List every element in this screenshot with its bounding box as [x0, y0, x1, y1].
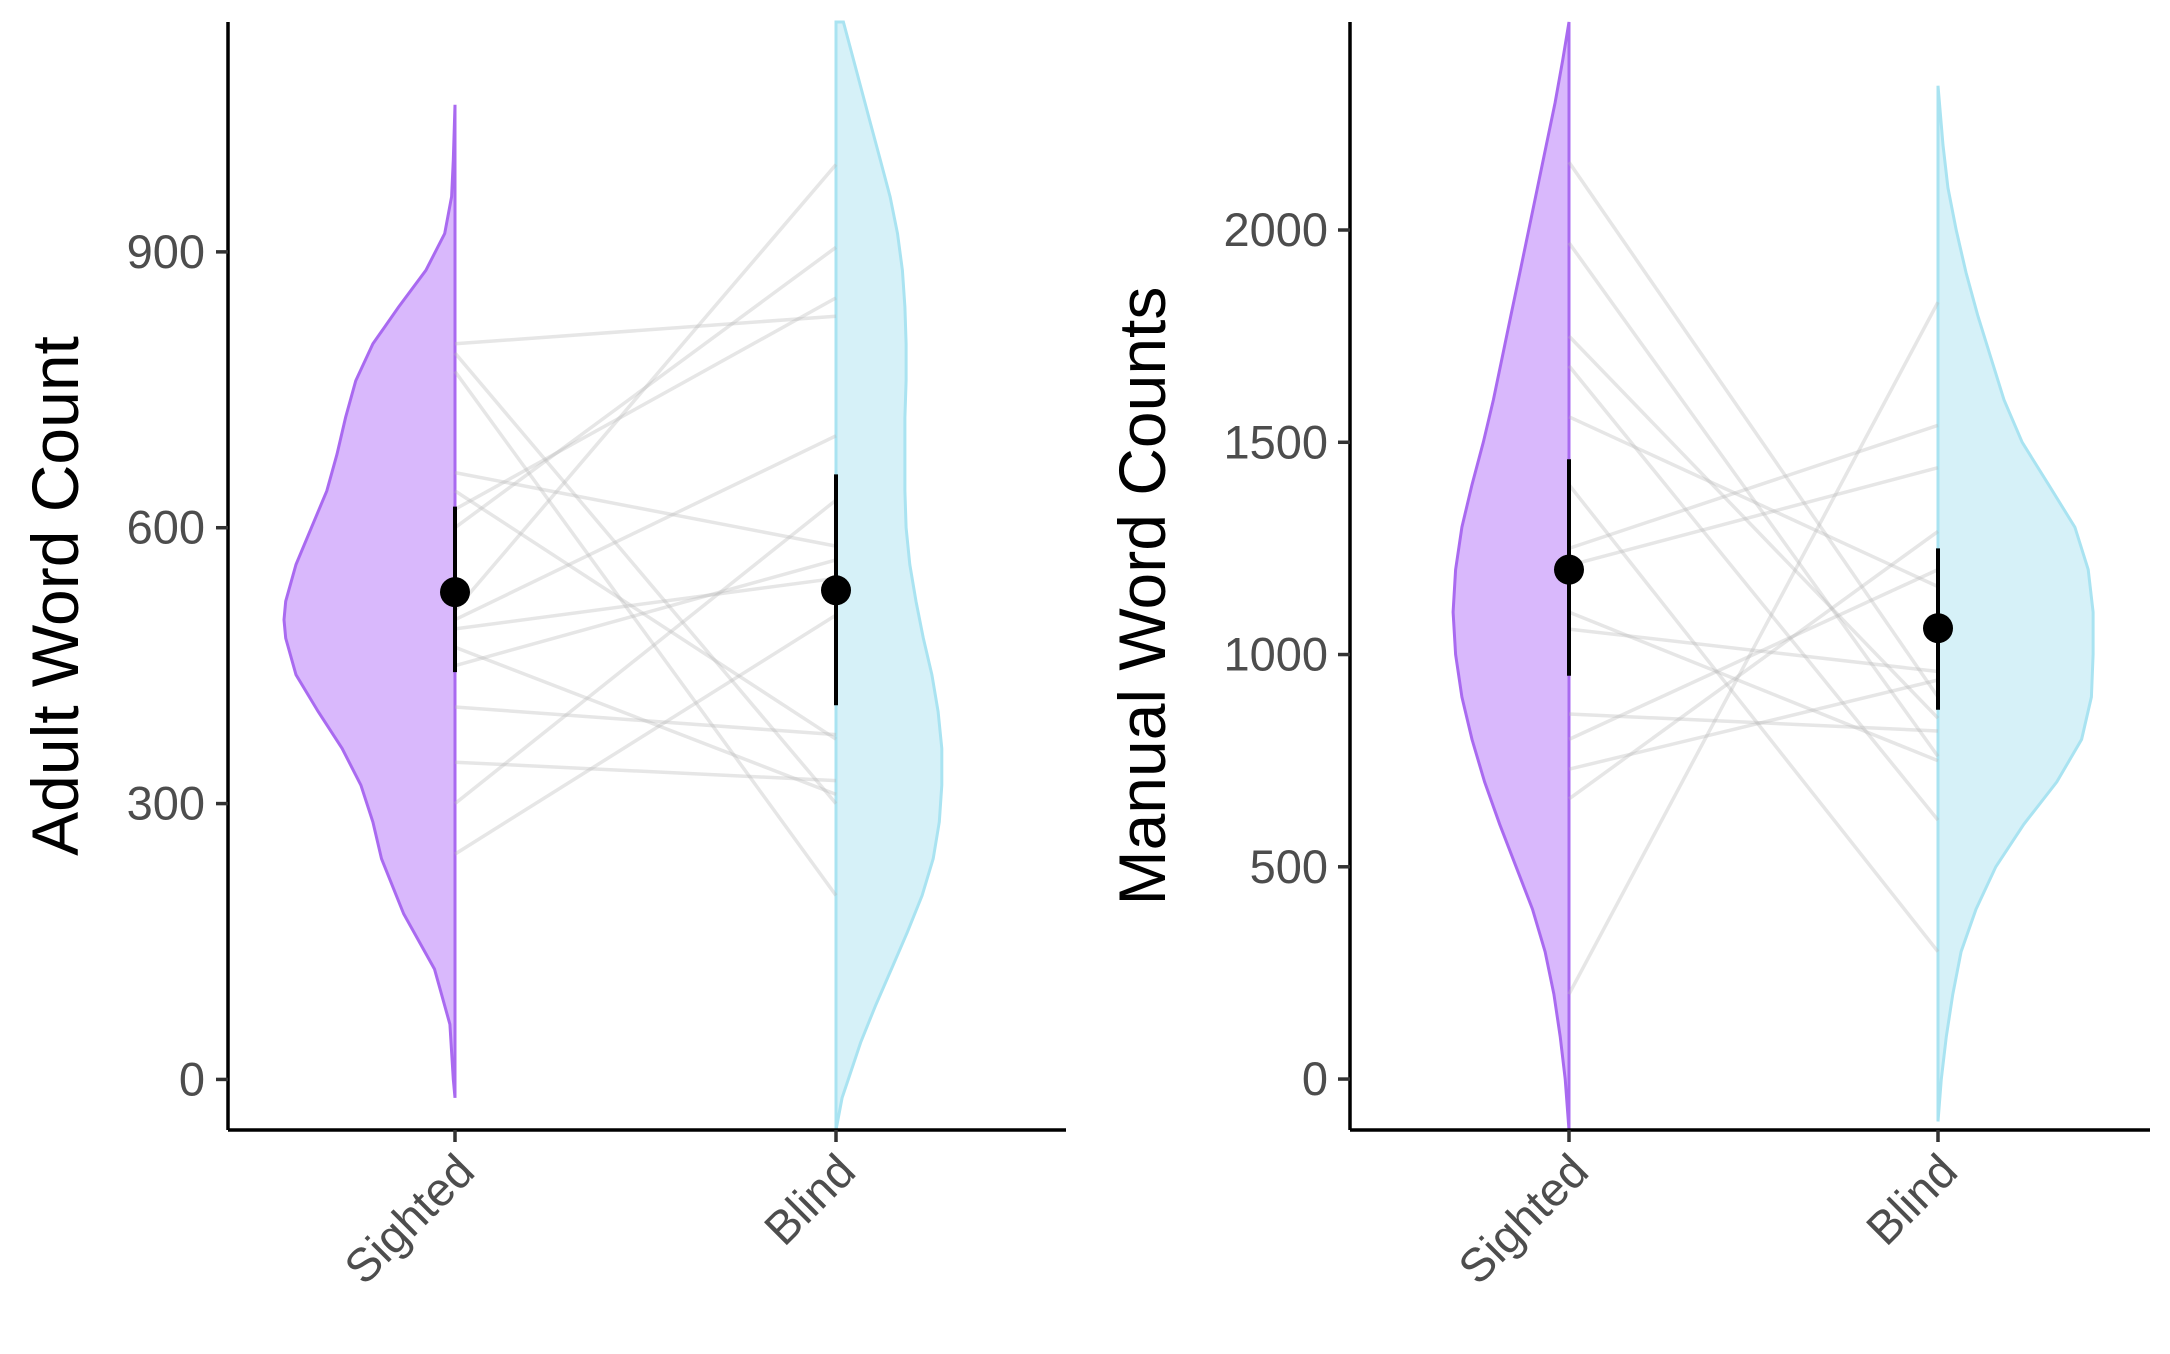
pair-line [1567, 364, 1940, 822]
pair-line [454, 558, 837, 668]
y-tick-label: 0 [1302, 1052, 1328, 1105]
y-tick-label: 1500 [1223, 415, 1328, 468]
pair-line [453, 163, 838, 612]
pair-line [1568, 415, 1939, 589]
pair-line [454, 760, 837, 783]
pair-line [1567, 334, 1940, 720]
pair-line [454, 576, 837, 631]
y-tick-label: 2000 [1223, 203, 1328, 256]
pair-line [1568, 712, 1939, 733]
pair-line [1567, 241, 1940, 758]
pair-line [453, 245, 838, 530]
pair-line [454, 434, 837, 622]
y-axis-title: Adult Word Count [18, 336, 92, 856]
y-tick-label: 300 [127, 777, 205, 830]
pair-line [1568, 678, 1939, 771]
pair-line [1567, 483, 1940, 953]
mean-point-blind [1923, 613, 1953, 644]
y-tick-label: 0 [179, 1052, 205, 1105]
pair-line [454, 489, 837, 741]
y-tick-label: 600 [127, 501, 205, 554]
pair-line [1568, 568, 1939, 741]
y-tick-label: 500 [1250, 840, 1328, 893]
y-axis-title: Manual Word Counts [1105, 287, 1179, 906]
mean-point-blind [821, 575, 851, 606]
pair-line [1567, 161, 1940, 698]
pair-line [454, 296, 837, 511]
pair-line [453, 370, 838, 897]
pair-line [1567, 301, 1940, 996]
pair-line [454, 314, 837, 346]
y-tick-label: 900 [127, 225, 205, 278]
mean-point-sighted [1554, 554, 1584, 585]
violin-sighted [1451, 21, 1571, 1131]
mean-point-sighted [440, 577, 470, 608]
pair-line [453, 351, 838, 805]
violin-sighted [282, 104, 457, 1098]
pair-line [454, 470, 837, 548]
pair-line [454, 613, 837, 856]
pair-line [1568, 627, 1939, 674]
pair-line [454, 645, 837, 797]
pair-line [1568, 423, 1939, 551]
pair-line [454, 705, 837, 737]
pair-line [1568, 610, 1939, 763]
y-tick-label: 1000 [1223, 628, 1328, 681]
pair-line [453, 498, 838, 805]
violin-blind [834, 20, 944, 1131]
violin-blind [1936, 85, 2095, 1122]
pair-line [1567, 529, 1940, 801]
pair-line [1568, 466, 1939, 568]
